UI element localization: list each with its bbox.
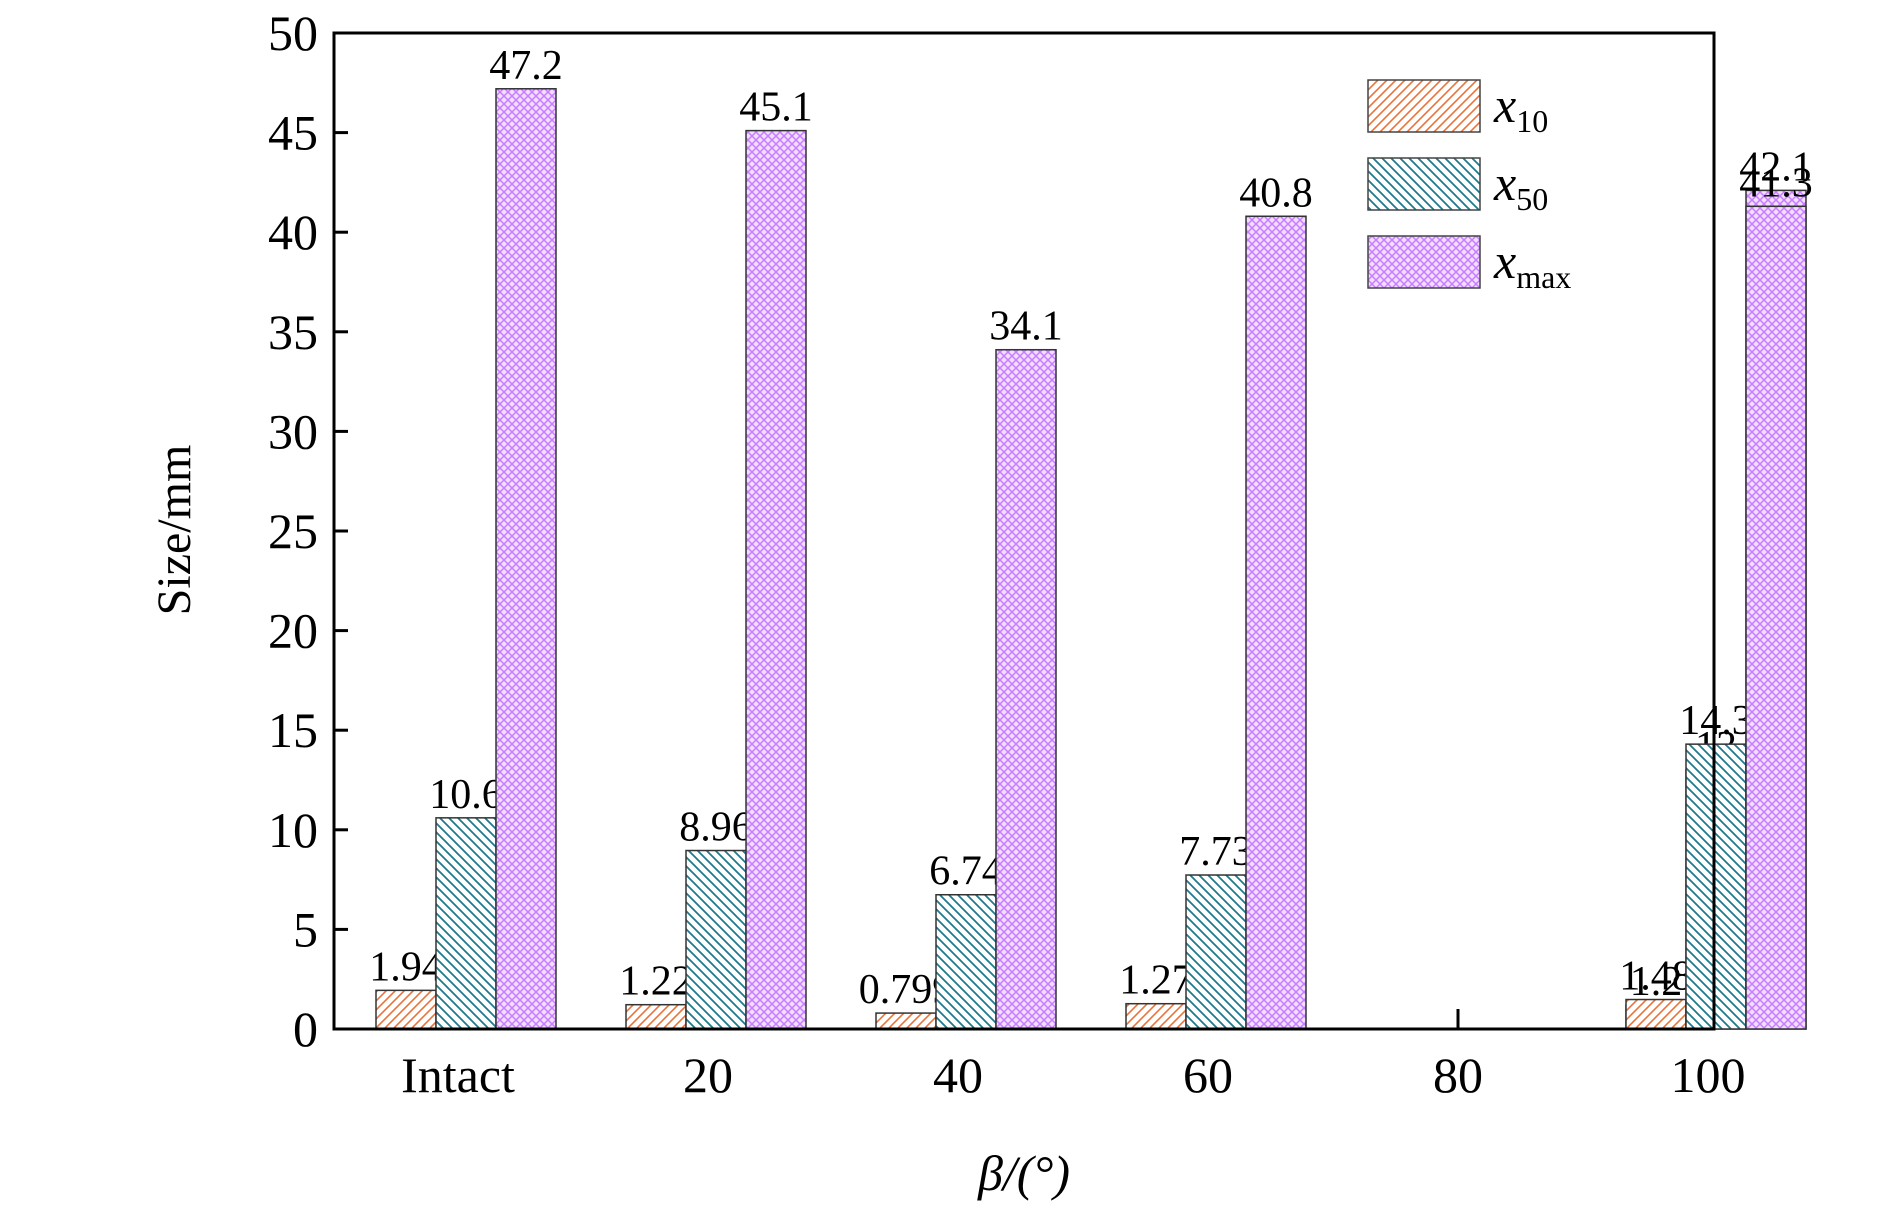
- bar-50-100: [1685, 743, 1747, 1030]
- y-tick-label: 40: [268, 204, 318, 260]
- legend-swatch-xmax: [1367, 235, 1481, 289]
- bar-10-20: [625, 1003, 687, 1030]
- x-tick-label: 20: [683, 1047, 733, 1103]
- bar-10-100: [1625, 998, 1687, 1030]
- data-label: 14.3: [1679, 698, 1753, 744]
- bar-50-Intact: [435, 817, 497, 1030]
- x-tick-label: 100: [1671, 1047, 1746, 1103]
- x-tick-label: 40: [933, 1047, 983, 1103]
- data-label: 1.2: [1630, 959, 1683, 1005]
- y-tick-label: 50: [268, 5, 318, 61]
- bar-50-60: [1185, 874, 1247, 1030]
- data-label: 1.22: [619, 959, 693, 1005]
- data-label: 1.48: [1619, 954, 1693, 1000]
- bar-50-40: [935, 893, 997, 1030]
- data-label: 40.8: [1239, 170, 1313, 216]
- bar-max-40: [995, 348, 1057, 1030]
- bar-max-100: [1745, 205, 1807, 1030]
- legend-label-x50: x50: [1493, 155, 1548, 217]
- x-axis-title: β/(°): [977, 1145, 1070, 1201]
- data-label: 41.3: [1739, 160, 1813, 206]
- x-tick-label: 80: [1433, 1047, 1483, 1103]
- data-label: 45.1: [739, 85, 813, 131]
- y-tick-label: 10: [268, 802, 318, 858]
- bar-max-Intact: [495, 88, 557, 1030]
- bar-10-60: [1125, 1002, 1187, 1030]
- data-label: 7.73: [1179, 829, 1253, 875]
- y-tick-label: 5: [293, 901, 318, 957]
- y-axis-title: Size/mm: [148, 445, 201, 616]
- x-tick-label: Intact: [401, 1047, 515, 1103]
- plot-frame: [332, 31, 1716, 1031]
- data-label: 8.96: [679, 805, 753, 851]
- bar-10-40: [875, 1012, 937, 1030]
- legend-swatch-x10: [1367, 79, 1481, 133]
- y-tick-label: 0: [293, 1001, 318, 1057]
- bar-max-20: [745, 129, 807, 1030]
- y-tick-label: 15: [268, 702, 318, 758]
- x-tick-label: 60: [1183, 1047, 1233, 1103]
- legend-swatch-x50: [1367, 157, 1481, 211]
- legend-label-xmax: xmax: [1493, 233, 1571, 295]
- y-tick-label: 25: [268, 503, 318, 559]
- data-label: 47.2: [489, 43, 563, 89]
- data-label: 42.1: [1739, 144, 1813, 190]
- data-label: 34.1: [989, 304, 1063, 350]
- bar-10-Intact: [375, 989, 437, 1030]
- y-tick-label: 35: [268, 304, 318, 360]
- legend: x10 x50 xmax: [1367, 77, 1571, 295]
- y-tick-label: 45: [268, 105, 318, 161]
- bar-50-20: [685, 849, 747, 1030]
- y-tick-label: 20: [268, 603, 318, 659]
- data-label: 6.74: [929, 849, 1003, 895]
- data-label: 1.94: [369, 944, 443, 990]
- bar-max-60: [1245, 215, 1307, 1030]
- legend-label-x10: x10: [1493, 77, 1548, 139]
- data-label: 10.6: [429, 772, 503, 818]
- data-label: 1.27: [1119, 958, 1193, 1004]
- y-tick-label: 30: [268, 403, 318, 459]
